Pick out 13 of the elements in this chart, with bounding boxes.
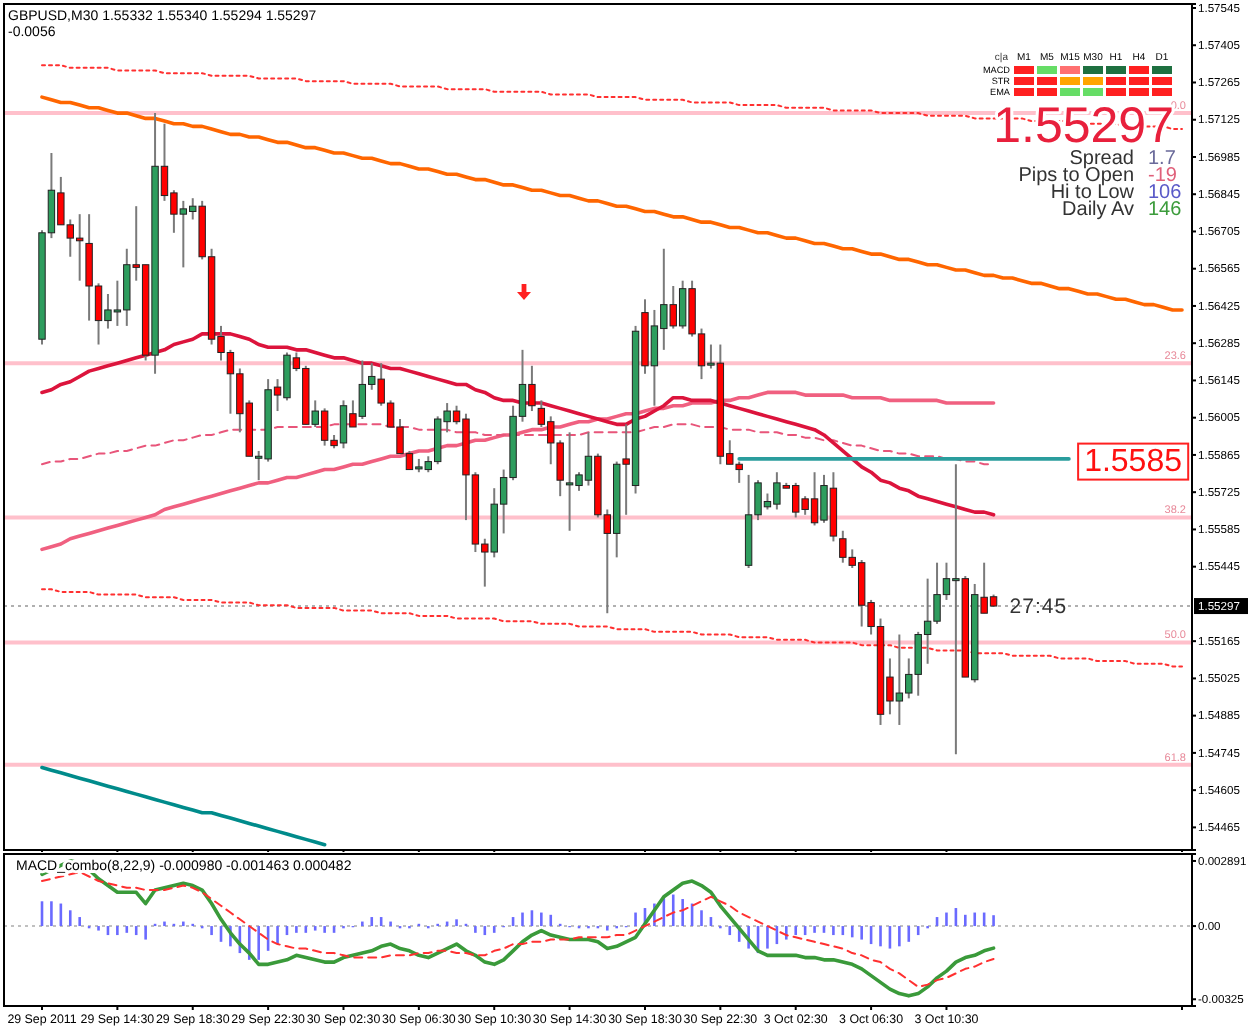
annotation: 106 (1148, 182, 1183, 204)
annotation: 1.5585 (1084, 444, 1183, 479)
line-series (40, 765, 327, 847)
line-series (40, 390, 996, 552)
line-series (40, 332, 996, 517)
annotation: -19 (1148, 165, 1178, 187)
annotation: Daily Av (1062, 199, 1134, 221)
line-series (41, 871, 995, 988)
annotation: 27:45 (1009, 595, 1068, 620)
annotation: 1.7 (1148, 148, 1177, 170)
annotation: 146 (1148, 199, 1183, 221)
line-series (40, 95, 1184, 312)
annotation: Spread (1069, 148, 1134, 170)
